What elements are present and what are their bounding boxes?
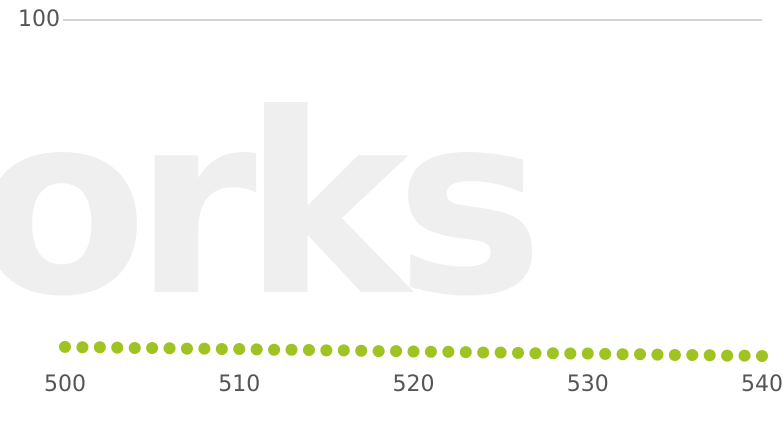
point [668, 348, 681, 361]
point [459, 346, 472, 359]
point [215, 343, 228, 355]
point [337, 344, 350, 357]
point [390, 345, 403, 358]
point [599, 347, 612, 360]
y-tick-label: 100 [18, 7, 60, 32]
point [634, 348, 647, 361]
point [372, 345, 385, 358]
point [581, 347, 594, 360]
point [564, 347, 577, 360]
point [76, 341, 89, 354]
point [756, 350, 768, 362]
point [703, 349, 716, 362]
point [738, 349, 751, 362]
x-tick-label: 510 [218, 372, 260, 397]
point [424, 345, 437, 358]
x-tick-label: 520 [393, 372, 435, 397]
point [494, 346, 507, 359]
point [59, 340, 71, 353]
point [355, 344, 368, 357]
point [546, 347, 559, 360]
point [163, 342, 176, 355]
point [198, 342, 211, 355]
point [285, 343, 298, 356]
point [250, 343, 263, 356]
point [442, 345, 455, 358]
point [302, 344, 315, 357]
point [407, 345, 420, 358]
point [721, 349, 734, 362]
point [651, 348, 664, 361]
point [477, 346, 490, 359]
point [268, 343, 281, 356]
point [686, 348, 699, 361]
x-tick-label: 500 [44, 372, 86, 397]
x-tick-label: 530 [567, 372, 609, 397]
point [529, 347, 542, 360]
point [93, 341, 106, 354]
x-tick-label: 540 [741, 372, 783, 397]
point [128, 341, 141, 354]
point [616, 348, 629, 361]
point [512, 346, 525, 359]
point [111, 341, 124, 354]
point [320, 344, 333, 357]
point [233, 343, 246, 355]
watermark: works [0, 60, 532, 351]
point [180, 342, 193, 355]
point [146, 341, 159, 354]
